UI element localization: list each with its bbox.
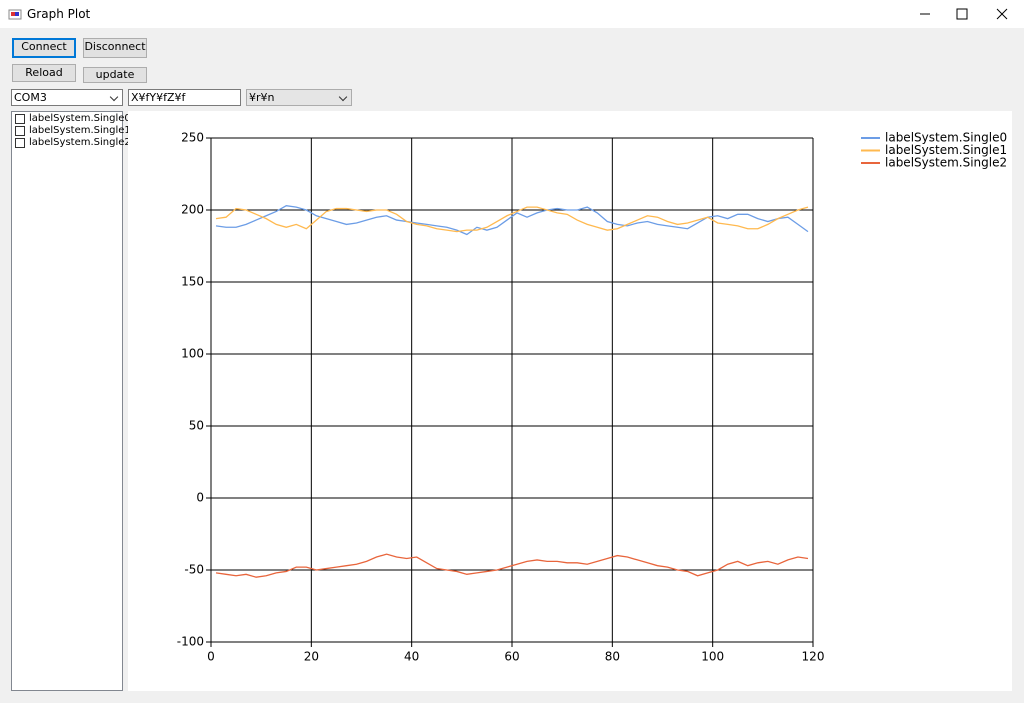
app-icon (8, 9, 22, 20)
x-tick-label: 60 (504, 650, 519, 664)
check-item[interactable]: labelSystem.Single1 (12, 125, 131, 137)
check-label: labelSystem.Single1 (29, 125, 131, 136)
reload-button[interactable]: Reload (12, 64, 76, 82)
format-textbox[interactable]: X¥fY¥fZ¥f (128, 89, 241, 106)
series-line (215, 553, 809, 578)
update-button[interactable]: update (83, 67, 147, 83)
series-line (215, 206, 809, 233)
y-tick-label: 100 (181, 347, 204, 361)
y-tick-label: -50 (184, 563, 204, 577)
chart: -100 -50 0 50 100 150 200 250 0 20 40 60 80 100 120 lab… (128, 111, 1012, 691)
newline-combo[interactable]: ¥r¥n (246, 89, 352, 106)
disconnect-button[interactable]: Disconnect (83, 38, 147, 58)
y-tick-label: 50 (189, 419, 204, 433)
legend-label: labelSystem.Single1 (885, 143, 1007, 157)
check-item[interactable]: labelSystem.Single2 (12, 137, 131, 149)
title-bar: Graph Plot (0, 0, 1024, 28)
check-label: labelSystem.Single0 (29, 113, 131, 124)
checked-list: labelSystem.Single0 labelSystem.Single1 … (11, 111, 131, 691)
window-controls[interactable] (900, 0, 1024, 28)
x-tick-label: 100 (701, 650, 724, 664)
x-tick-label: 40 (404, 650, 419, 664)
y-tick-label: 250 (181, 131, 204, 145)
x-tick-label: 80 (605, 650, 620, 664)
port-combo[interactable]: COM3 (11, 89, 123, 106)
x-tick-label: 120 (802, 650, 825, 664)
format-text: X¥fY¥fZ¥f (131, 91, 186, 104)
x-tick-label: 20 (304, 650, 319, 664)
legend-label: labelSystem.Single2 (885, 156, 1007, 170)
y-tick-label: 150 (181, 275, 204, 289)
y-tick-label: -100 (177, 635, 204, 649)
y-tick-label: 0 (196, 491, 204, 505)
x-tick-label: 0 (207, 650, 215, 664)
legend-label: labelSystem.Single0 (885, 131, 1007, 145)
y-tick-label: 200 (181, 203, 204, 217)
window-title: Graph Plot (27, 7, 91, 21)
series-line (215, 205, 809, 236)
check-item[interactable]: labelSystem.Single0 (12, 113, 131, 125)
connect-button[interactable]: Connect (12, 38, 76, 58)
check-label: labelSystem.Single2 (29, 137, 131, 148)
newline-text: ¥r¥n (249, 91, 275, 104)
port-text: COM3 (14, 91, 47, 104)
